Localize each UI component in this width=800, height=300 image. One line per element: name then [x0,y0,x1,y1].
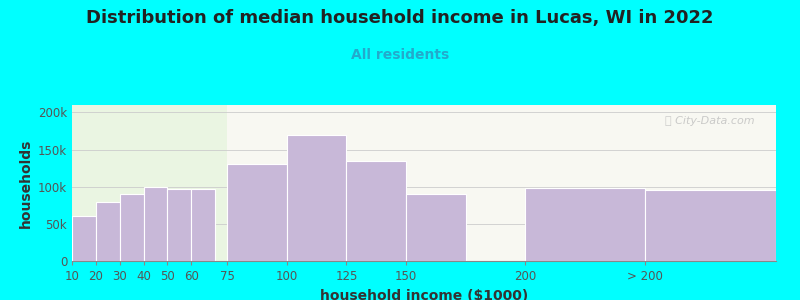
Bar [526,188,645,261]
Text: Distribution of median household income in Lucas, WI in 2022: Distribution of median household income … [86,9,714,27]
Y-axis label: households: households [18,138,33,228]
Text: All residents: All residents [351,48,449,62]
Bar [72,105,227,261]
Bar [120,194,143,261]
Bar [286,135,346,261]
Bar [191,189,215,261]
Bar [227,105,776,261]
Bar [645,190,776,261]
Text: Ⓜ City-Data.com: Ⓜ City-Data.com [666,116,755,126]
Bar [227,164,286,261]
X-axis label: household income ($1000): household income ($1000) [320,289,528,300]
Bar [346,161,406,261]
Bar [143,187,167,261]
Bar [96,202,120,261]
Bar [406,194,466,261]
Bar [72,216,96,261]
Bar [167,189,191,261]
